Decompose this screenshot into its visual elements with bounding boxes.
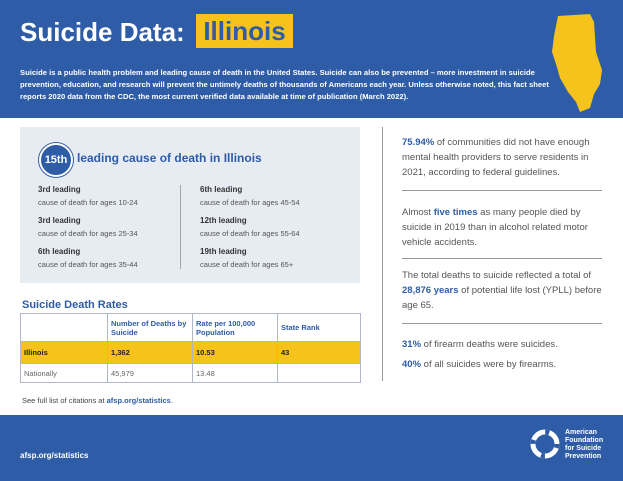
stat-after: of all suicides were by firearms. (421, 359, 557, 370)
citation-text: See full list of citations at (22, 396, 107, 405)
logo-line: Prevention (565, 453, 602, 460)
header-row: Number of Deaths by Suicide Rate per 100… (20, 313, 361, 342)
header-cell: Number of Deaths by Suicide (107, 313, 193, 342)
stat-highlight: 31% (402, 339, 422, 350)
footer-url[interactable]: afsp.org/statistics (20, 451, 89, 460)
cell: 1,362 (107, 341, 193, 364)
leading-item: 6th leading cause of death for ages 35-44 (38, 247, 138, 278)
table-title: Suicide Death Rates (22, 299, 128, 311)
cell: Nationally (20, 363, 108, 383)
stat-after: of firearm deaths were suicides. (421, 339, 558, 350)
leading-rank: 19th leading (200, 247, 247, 256)
stat: 31% of firearm deaths were suicides. (402, 337, 602, 352)
logo-line: Foundation (565, 437, 604, 444)
leading-item: 12th leading cause of death for ages 55-6… (200, 216, 300, 247)
stat-highlight: five times (433, 207, 478, 218)
footer (0, 415, 623, 481)
state-map (552, 14, 602, 112)
row: Nationally 45,979 13.48 (20, 363, 361, 383)
divider (180, 185, 181, 269)
leading-desc: cause of death for ages 45-54 (200, 198, 300, 207)
rule (402, 190, 602, 191)
rank-badge: 15th (39, 143, 73, 177)
stat-after: of communities did not have enough menta… (402, 137, 590, 178)
cell: 45,979 (107, 363, 193, 383)
leading-item: 3rd leading cause of death for ages 10-24 (38, 185, 138, 216)
leading-rank: 6th leading (38, 247, 81, 256)
stat: The total deaths to suicide reflected a … (402, 268, 602, 313)
leading-rank: 6th leading (200, 185, 243, 194)
stat: Almost five times as many people died by… (402, 205, 602, 250)
header (0, 0, 623, 118)
leading-desc: cause of death for ages 35-44 (38, 260, 138, 269)
citation-link[interactable]: afsp.org/statistics (106, 396, 171, 405)
cell (20, 313, 108, 342)
logo-icon (530, 429, 560, 459)
leading-desc: cause of death for ages 55-64 (200, 229, 300, 238)
cell: 13.48 (192, 363, 278, 383)
stat: 40% of all suicides were by firearms. (402, 357, 602, 372)
leading-right: 6th leading cause of death for ages 45-54… (200, 185, 300, 278)
rates-table: Number of Deaths by Suicide Rate per 100… (20, 313, 361, 383)
stat-highlight: 75.94% (402, 137, 435, 148)
title: Suicide Data: (20, 17, 185, 47)
header-cell: Rate per 100,000 Population (192, 313, 278, 342)
stat-after: of potential life lost (YPLL) before age… (402, 285, 602, 311)
leading-item: 3rd leading cause of death for ages 25-34 (38, 216, 138, 247)
stat-highlight: 28,876 years (402, 285, 459, 296)
intro: Suicide is a public health problem and l… (20, 68, 549, 101)
leading-desc: cause of death for ages 65+ (200, 260, 294, 269)
leading-box (20, 127, 360, 283)
cell (277, 363, 361, 383)
leading-desc: cause of death for ages 25-34 (38, 229, 138, 238)
citation-end: . (170, 396, 173, 405)
leading-item: 6th leading cause of death for ages 45-54 (200, 185, 300, 216)
leading-rank: 12th leading (200, 216, 247, 225)
cell: 10.53 (192, 341, 278, 364)
leading-rank: 3rd leading (38, 216, 81, 225)
leading-desc: cause of death for ages 10-24 (38, 198, 138, 207)
column-divider (382, 127, 383, 381)
rank-label: leading cause of death in Illinois (77, 151, 262, 165)
cell: Illinois (20, 341, 108, 364)
logo-line: for Suicide (565, 445, 602, 452)
row: Illinois 1,362 10.53 43 (20, 341, 361, 364)
state: Illinois (196, 14, 293, 48)
leading-left: 3rd leading cause of death for ages 10-24… (38, 185, 138, 278)
stat: 75.94% of communities did not have enoug… (402, 135, 602, 180)
rule (402, 323, 602, 324)
stat-after: as many people died by suicide in 2019 t… (402, 207, 588, 248)
header-cell: State Rank (277, 313, 361, 342)
stat-before: Almost (402, 207, 434, 218)
stat-highlight: 40% (402, 359, 422, 370)
citation: See full list of citations at afsp.org/s… (22, 396, 173, 405)
leading-rank: 3rd leading (38, 185, 81, 194)
rule (402, 258, 602, 259)
logo-line: American (565, 429, 597, 436)
logo-text: American Foundation for Suicide Prevention (565, 429, 603, 461)
leading-item: 19th leading cause of death for ages 65+ (200, 247, 300, 278)
stat-before: The total deaths to suicide reflected a … (402, 270, 592, 281)
cell: 43 (277, 341, 361, 364)
